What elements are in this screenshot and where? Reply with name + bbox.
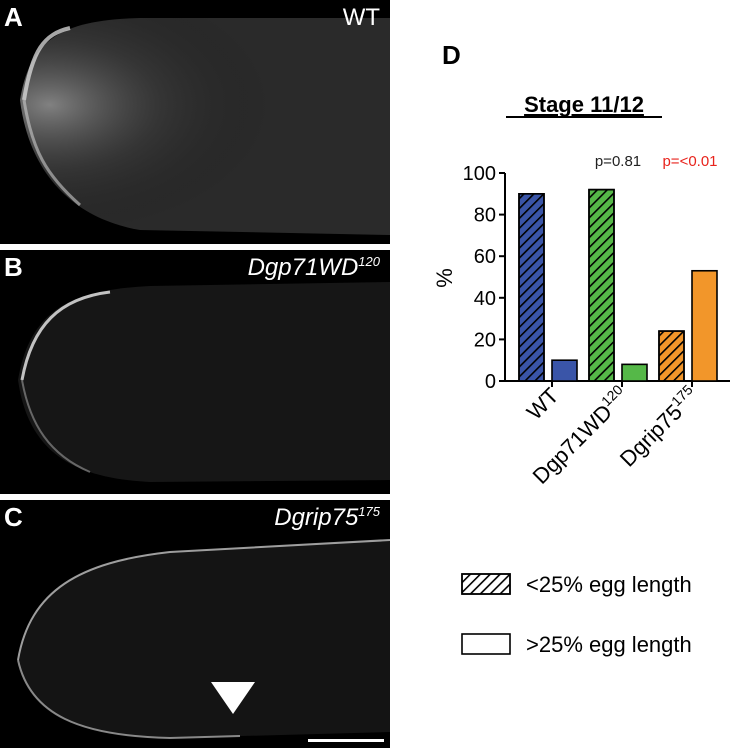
bar-open-2 — [691, 269, 718, 382]
y-axis-label: % — [432, 268, 457, 288]
x-tick-label: Dgrip75175 — [613, 381, 703, 471]
genotype-label: WT — [342, 4, 380, 31]
panel-letter: B — [4, 252, 23, 282]
y-tick-label: 20 — [474, 329, 496, 351]
genotype-label: Dgp71WD120 — [247, 254, 380, 281]
legend: <25% egg length >25% egg length — [461, 572, 692, 657]
legend-swatch-open — [461, 633, 511, 655]
panel-c: C Dgrip75175 — [0, 500, 390, 748]
y-tick-label: 0 — [485, 371, 496, 393]
oocyte-image-dgp71wd — [18, 282, 390, 482]
y-tick-label: 80 — [474, 205, 496, 227]
y-tick-label: 60 — [474, 246, 496, 268]
panel-letter: C — [4, 502, 23, 532]
oocyte-image-wt — [20, 18, 390, 235]
legend-hatch-overlay — [461, 573, 511, 595]
chart-title: Stage 11/12 — [524, 92, 644, 117]
oocyte-image-dgrip75 — [17, 539, 390, 740]
y-tick-label: 100 — [463, 163, 496, 185]
bar-hatch-overlay — [588, 188, 615, 382]
x-tick-label: WT — [522, 383, 564, 425]
genotype-label: Dgrip75175 — [274, 504, 380, 531]
bar-open-1 — [621, 363, 648, 382]
bar-hatch-overlay — [658, 330, 685, 382]
scale-bar — [308, 739, 384, 742]
bar-chart: D Stage 11/12 p=0.81 p=<0.01 % 0 20 40 60 80… — [432, 40, 730, 657]
y-tick-label: 40 — [474, 288, 496, 310]
panel-letter: A — [4, 2, 23, 32]
legend-label: >25% egg length — [526, 632, 692, 657]
legend-label: <25% egg length — [526, 572, 692, 597]
panel-a: A WT — [0, 0, 390, 244]
bar-open-0 — [551, 359, 578, 382]
p-value-dgp71wd: p=0.81 — [595, 153, 641, 170]
p-value-dgrip75: p=<0.01 — [662, 153, 717, 170]
bars — [518, 188, 718, 382]
bar-hatch-overlay — [518, 193, 545, 382]
panel-letter-d: D — [442, 40, 461, 70]
panel-b: B Dgp71WD120 — [0, 250, 390, 494]
arrowhead-icon — [211, 682, 255, 714]
